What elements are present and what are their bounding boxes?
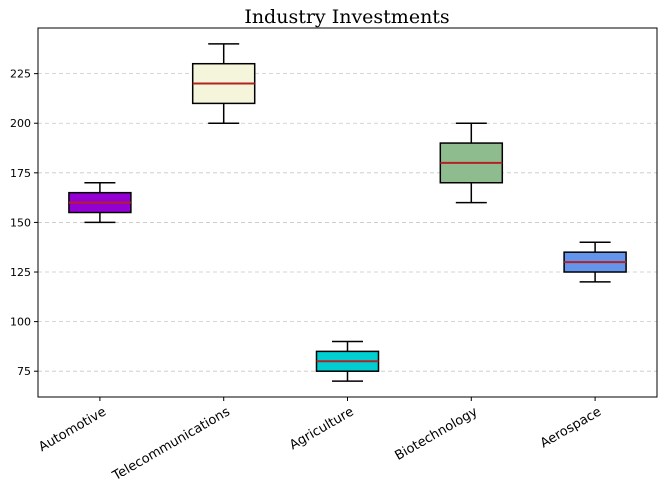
y-tick-label: 200 <box>10 117 31 130</box>
x-tick-label: Telecommunications <box>109 404 232 484</box>
x-tick-label: Agriculture <box>287 404 356 453</box>
y-tick-label: 125 <box>10 266 31 279</box>
box-aerospace <box>563 241 627 283</box>
y-tick-label: 225 <box>10 68 31 81</box>
y-tick-label: 100 <box>10 316 31 329</box>
chart-title: Industry Investments <box>244 6 449 28</box>
box-telecommunications <box>191 43 256 124</box>
x-tick-label: Aerospace <box>538 404 604 451</box>
box-agriculture <box>315 340 380 382</box>
y-tick-label: 75 <box>17 365 31 378</box>
box-automotive <box>68 181 132 224</box>
x-axis: Automotive Telecommunications Agriculture B… <box>36 397 604 484</box>
boxes-layer <box>68 43 627 382</box>
y-tick-label: 150 <box>10 216 31 229</box>
grid-lines <box>38 73 657 372</box>
x-tick-label: Biotechnology <box>393 404 481 463</box>
y-axis: 75 100 125 150 175 200 225 <box>10 68 38 378</box>
box-biotechnology <box>439 122 504 204</box>
x-tick-label: Automotive <box>36 404 109 455</box>
y-tick-label: 175 <box>10 167 31 180</box>
